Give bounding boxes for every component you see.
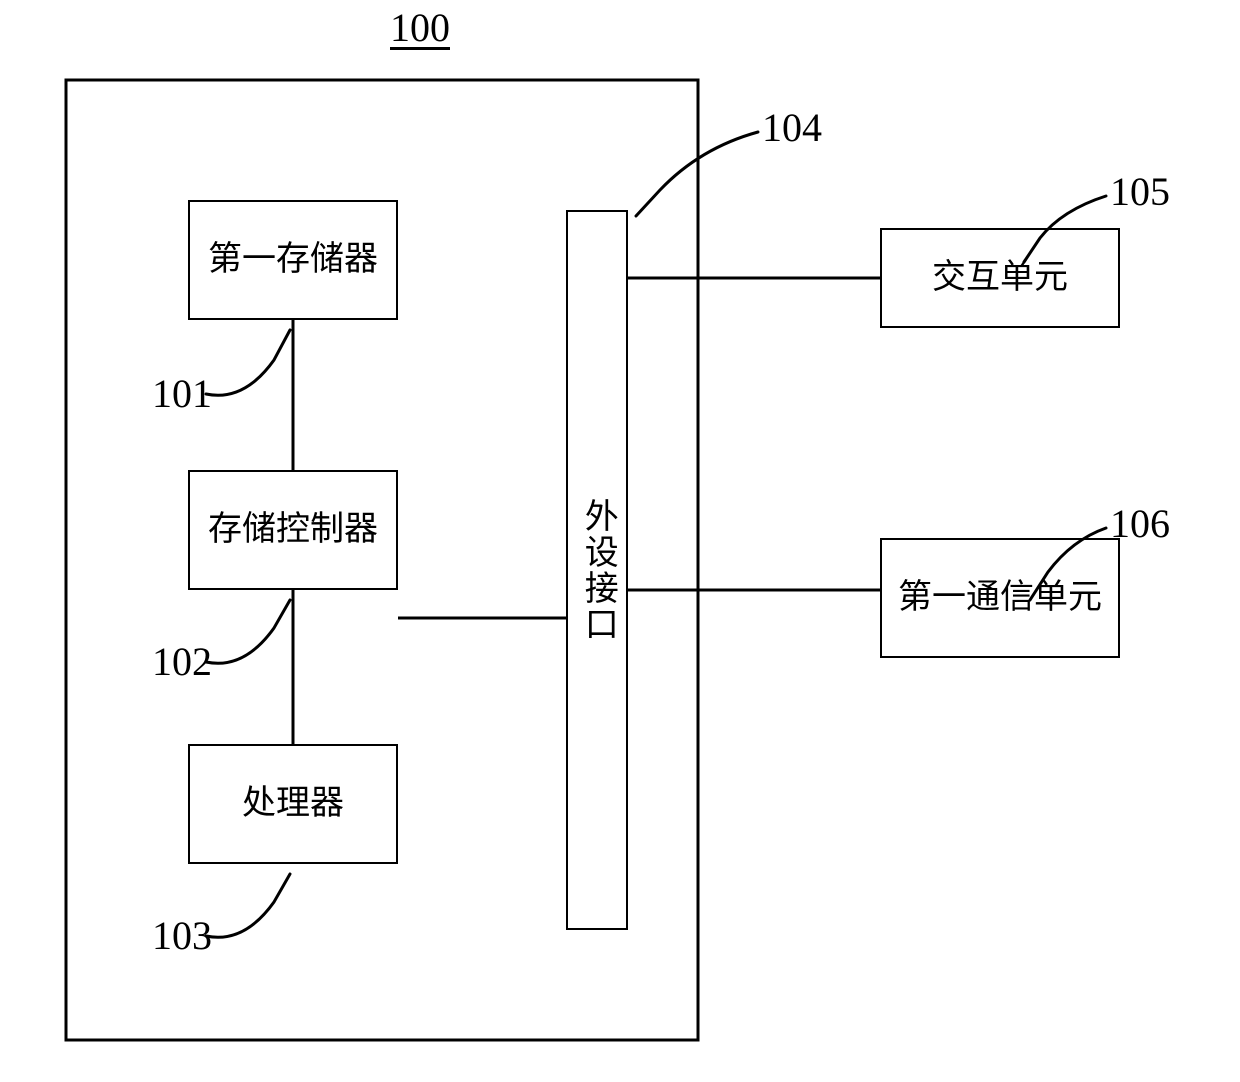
block-n103: 处理器 [188,744,398,864]
block-n101: 第一存储器 [188,200,398,320]
block-n106: 第一通信单元 [880,538,1120,658]
block-n104: 外设接口 [566,210,628,930]
ref-label-104: 104 [762,104,822,151]
ref-label-102: 102 [152,638,212,685]
ref-label-101: 101 [152,370,212,417]
diagram-stage: 第一存储器存储控制器处理器 外设接口 交互单元第一通信单元 100 101 102 103… [0,0,1240,1082]
ref-label-106: 106 [1110,500,1170,547]
ref-label-105: 105 [1110,168,1170,215]
figure-number-title: 100 [390,4,450,51]
block-n105: 交互单元 [880,228,1120,328]
block-n102: 存储控制器 [188,470,398,590]
ref-label-103: 103 [152,912,212,959]
